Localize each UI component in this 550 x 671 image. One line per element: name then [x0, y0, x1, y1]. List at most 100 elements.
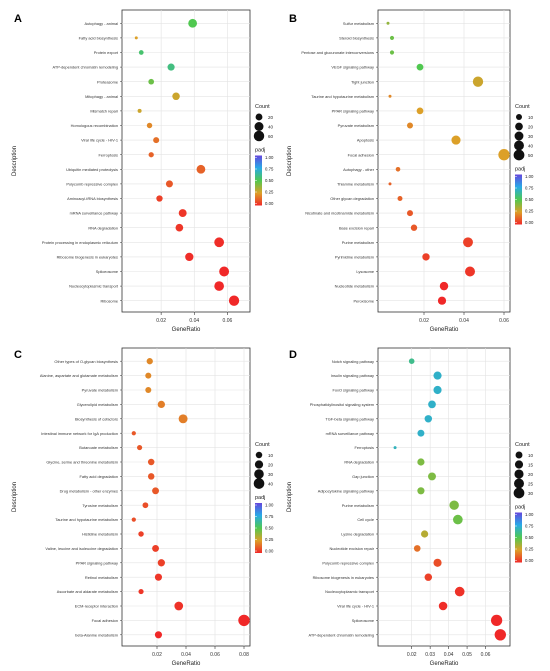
- data-point: [438, 601, 448, 611]
- data-point: [417, 458, 425, 466]
- data-point: [428, 472, 436, 481]
- data-point: [433, 371, 442, 380]
- size-legend-label: 40: [268, 124, 274, 129]
- data-point: [428, 400, 436, 409]
- size-legend-dot: [253, 478, 265, 489]
- category-label: PPAR signaling pathway: [76, 560, 118, 565]
- category-label: ECM-receptor interaction: [75, 604, 118, 609]
- size-legend-dot: [514, 469, 524, 479]
- color-legend-label: 0.50: [265, 526, 274, 531]
- category-label: Focal adhesion: [92, 618, 118, 623]
- data-point: [157, 559, 165, 567]
- category-label: Other types of O-glycan biosynthesis: [54, 359, 118, 364]
- panel-c: C 0.02 0.04 0.06 0.08 Other types of O-glycan…: [12, 347, 274, 667]
- category-label: Histidine metabolism: [82, 532, 118, 537]
- category-label: Alanine, aspartate and glutamate metabol…: [40, 373, 118, 378]
- x-tick-label: 0.06: [210, 652, 220, 658]
- data-point: [146, 122, 153, 129]
- panel-letter: D: [289, 349, 297, 361]
- category-label: Ribosome: [100, 298, 118, 303]
- color-legend-label: 0.75: [265, 167, 274, 172]
- data-point: [433, 385, 442, 395]
- data-point: [454, 586, 465, 597]
- category-label: ATP-dependent chromatin remodeling: [53, 65, 118, 70]
- data-point: [228, 295, 240, 306]
- color-legend-title: padj: [515, 505, 525, 511]
- size-legend-dot: [513, 149, 525, 161]
- category-label: Fatty acid degradation: [80, 474, 119, 479]
- category-label: Mitophagy - animal: [85, 94, 118, 99]
- size-legend-dot: [515, 122, 523, 131]
- category-label: Gap junction: [352, 474, 374, 479]
- data-point: [138, 50, 144, 55]
- color-legend-label: 1.00: [525, 174, 534, 179]
- data-point: [145, 386, 152, 394]
- category-label: Spliceosome: [352, 618, 374, 623]
- category-label: Adipocytokine signaling pathway: [318, 488, 374, 493]
- data-point: [153, 137, 160, 144]
- color-legend-label: 0.00: [525, 220, 534, 225]
- category-label: Protein processing in endoplasmic reticu…: [42, 240, 118, 245]
- category-label: RNA degradation: [88, 225, 118, 230]
- category-label: PPAR signaling pathway: [332, 109, 374, 114]
- size-legend-label: 50: [528, 153, 534, 158]
- data-point: [131, 517, 136, 522]
- data-point: [416, 107, 424, 115]
- x-axis-title: GeneRatio: [430, 327, 459, 333]
- size-legend-label: 30: [268, 472, 274, 477]
- data-point: [174, 601, 184, 611]
- x-tick-label: 0.04: [444, 652, 454, 658]
- category-label: Nucleotide metabolism: [335, 284, 374, 289]
- data-point: [410, 224, 418, 231]
- x-tick-label: 0.04: [459, 318, 469, 324]
- category-label: Ribosome biogenesis in eukaryotes: [57, 255, 118, 260]
- category-label: ATP-dependent chromatin remodeling: [309, 632, 374, 637]
- size-legend-dot: [514, 140, 524, 151]
- category-label: mRNA surveillance pathway: [70, 211, 118, 216]
- data-point: [389, 50, 395, 55]
- category-label: Pyruvate metabolism: [82, 388, 118, 393]
- y-axis-title: Description: [287, 146, 293, 176]
- plot-area: [377, 9, 511, 313]
- color-legend-title: padj: [515, 167, 525, 173]
- data-point: [439, 281, 449, 291]
- color-legend-label: 0.25: [265, 190, 274, 195]
- size-legend-label: 20: [528, 124, 534, 129]
- size-legend-dot: [253, 130, 265, 142]
- category-label: Ferroptosis: [355, 445, 375, 450]
- category-label: VEGF signaling pathway: [331, 65, 374, 70]
- category-label: Valine, leucine and isoleucine degradati…: [45, 546, 118, 551]
- data-point: [219, 266, 230, 277]
- data-point: [407, 210, 413, 217]
- color-legend-label: 0.25: [525, 547, 534, 552]
- category-label: Polycomb repressive complex: [322, 560, 374, 565]
- size-legend-dot: [513, 487, 525, 499]
- x-tick-label: 0.05: [462, 652, 472, 658]
- category-label: Glycerolipid metabolism: [77, 402, 118, 407]
- data-point: [172, 92, 180, 101]
- size-legend-dot: [255, 113, 263, 121]
- data-point: [147, 473, 155, 480]
- data-point: [165, 180, 173, 188]
- data-point: [178, 209, 187, 218]
- category-label: Autophagy - other: [343, 167, 375, 172]
- category-label: Nicotinate and nicotinamide metabolism: [305, 211, 374, 216]
- color-legend-bar: [515, 512, 522, 563]
- category-label: Ribosome biogenesis in eukaryotes: [313, 575, 374, 580]
- x-tick-label: 0.02: [156, 318, 166, 324]
- data-point: [152, 487, 160, 495]
- category-label: Cell cycle: [357, 517, 374, 522]
- data-point: [137, 445, 143, 451]
- color-legend-label: 0.00: [265, 549, 274, 554]
- size-legend-label: 25: [528, 481, 534, 486]
- panel-b: B 0.02 0.04 0.06 Sulfur metabolism Steroid bi…: [287, 9, 534, 333]
- data-point: [416, 63, 424, 71]
- category-label: Viral life cycle - HIV-1: [337, 604, 374, 609]
- color-legend-bar: [255, 155, 262, 206]
- color-legend-label: 0.50: [525, 197, 534, 202]
- size-legend-dot: [514, 131, 524, 141]
- data-point: [417, 429, 425, 437]
- category-label: Butanoate metabolism: [79, 445, 118, 450]
- data-point: [393, 446, 397, 450]
- data-point: [388, 94, 392, 98]
